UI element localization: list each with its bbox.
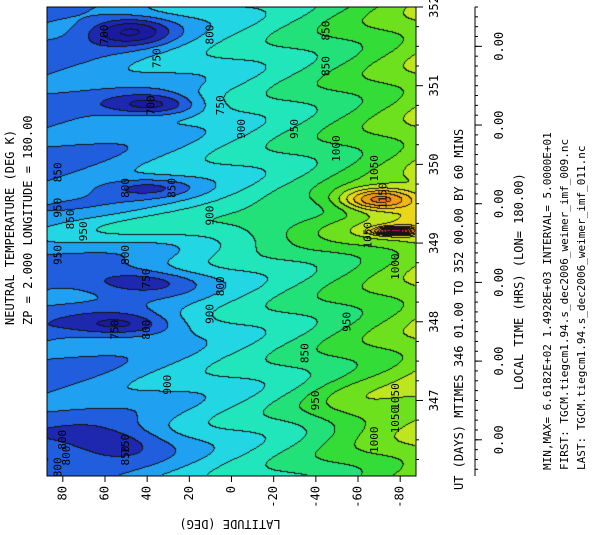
- latitude-tick-label: -40: [308, 486, 322, 508]
- contour-label: 950: [52, 245, 65, 265]
- title-line-1: NEUTRAL TEMPERATURE (DEG K): [3, 130, 17, 325]
- contour-label: 900: [203, 206, 216, 226]
- ut-tick-label: 348: [427, 311, 441, 333]
- contour-label: 950: [340, 312, 353, 332]
- ut-axis: 347 348 349 350 351 352: [416, 0, 441, 460]
- contour-label: 750: [214, 95, 227, 115]
- temperature-field: [47, 7, 416, 476]
- contour-label: 850: [52, 162, 65, 182]
- title-line-2: ZP = 2.000 LONGITUDE = 180.00: [21, 115, 35, 325]
- contour-label: 750: [140, 269, 153, 289]
- latitude-axis: 80 60 40 20 0 -20 -40 -60 -80: [55, 476, 407, 508]
- contour-label: 1050: [389, 383, 402, 410]
- contour-label: 750: [109, 320, 122, 340]
- latitude-tick-label: -60: [351, 486, 365, 508]
- contour-label: 800: [203, 25, 216, 45]
- ut-tick-label: 349: [427, 232, 441, 254]
- latitude-tick-label: 60: [97, 486, 111, 500]
- latitude-tick-label: 80: [55, 486, 69, 500]
- contour-label: 850: [298, 343, 311, 363]
- contour-label: 1000: [330, 135, 343, 162]
- contour-label: 900: [235, 119, 248, 139]
- local-time-tick-label: 0.00: [492, 347, 506, 376]
- contour-label: 800: [119, 245, 132, 265]
- local-time-tick-label: 0.00: [492, 189, 506, 218]
- local-time-tick-label: 0.00: [492, 111, 506, 140]
- local-time-tick-label: 0.00: [492, 425, 506, 454]
- contour-label: 800: [60, 446, 73, 466]
- contour-label: 850: [165, 178, 178, 198]
- ut-tick-label: 347: [427, 390, 441, 412]
- contour-label: 950: [309, 391, 322, 411]
- ut-tick-label: 350: [427, 154, 441, 176]
- contour-label: 750: [151, 48, 164, 68]
- contour-label: 850: [64, 210, 77, 230]
- contour-label: 850: [319, 56, 332, 76]
- contour-label: 1050: [362, 222, 375, 249]
- contour-label: 800: [140, 320, 153, 340]
- local-time-axis: 0.00 0.00 0.00 0.00 0.00 0.00: [474, 6, 506, 476]
- contour-label: 800: [56, 430, 69, 450]
- contour-label: 900: [161, 375, 174, 395]
- local-time-tick-label: 0.00: [492, 32, 506, 61]
- latitude-tick-label: -20: [266, 486, 280, 508]
- temperature-raster: [47, 7, 416, 476]
- local-time-tick-label: 0.00: [492, 268, 506, 297]
- contour-label: 900: [203, 304, 216, 324]
- contour-label: 950: [288, 119, 301, 139]
- latitude-tick-label: -80: [393, 486, 407, 508]
- contour-label: 850: [319, 21, 332, 41]
- contour-label: 1050: [368, 155, 381, 182]
- contour-label: 850: [119, 446, 132, 466]
- latitude-tick-label: 20: [182, 486, 196, 500]
- contour-label: 700: [98, 25, 111, 45]
- contour-label: 750: [119, 434, 132, 454]
- x-axis-label: UT (DAYS) MTIMES 346 01.00 TO 352 00.00 …: [452, 129, 466, 490]
- info-first-file: FIRST: TGCM.tiegcm1.94.s_dec2006_weimer_…: [558, 139, 571, 470]
- ut-tick-label: 352: [427, 0, 441, 18]
- contour-label: 1050: [389, 407, 402, 434]
- contour-label: 1150: [376, 183, 389, 210]
- contour-label: 1000: [368, 427, 381, 454]
- contour-label: 1000: [389, 253, 402, 280]
- contour-label: 800: [119, 178, 132, 198]
- latitude-tick-label: 40: [140, 486, 154, 500]
- contour-label: 700: [144, 95, 157, 115]
- local-time-label: LOCAL TIME (HRS) (LON= 180.00): [512, 173, 526, 390]
- contour-label: 950: [52, 198, 65, 218]
- ut-tick-label: 351: [427, 75, 441, 97]
- latitude-tick-label: 0: [224, 486, 238, 493]
- info-last-file: LAST: TGCM.tiegcm1.94.s_dec2006_weimer_i…: [575, 145, 588, 470]
- contour-label: 950: [77, 221, 90, 241]
- contour-label: 800: [214, 276, 227, 296]
- info-minmax: MIN,MAX= 6.6182E+02 1.4928E+03 INTERVAL=…: [541, 132, 554, 470]
- y-axis-label: LATITUDE (DEG): [179, 517, 280, 531]
- contour-label: 800: [52, 457, 65, 477]
